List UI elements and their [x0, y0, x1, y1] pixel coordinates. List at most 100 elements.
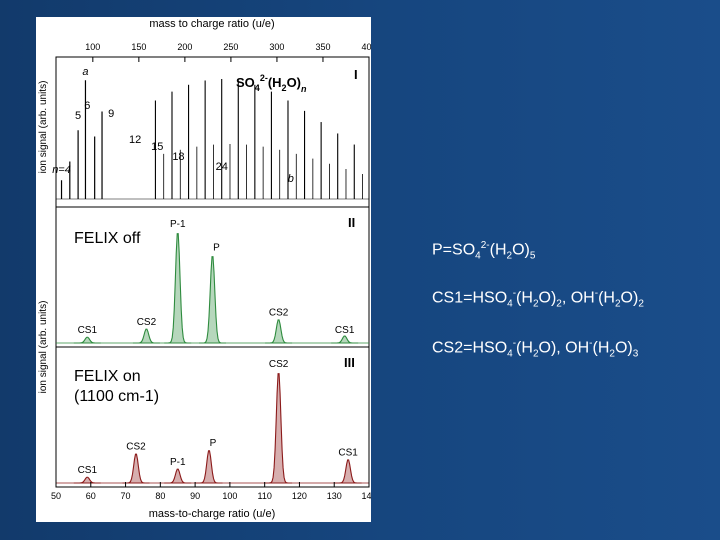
panel-ii-peak-label: CS2	[269, 307, 289, 318]
formula-cs2-a: CS2=HSO	[432, 339, 508, 357]
panel-iii-peak-label: P-1	[170, 457, 186, 468]
felix-off-label: FELIX off	[74, 230, 141, 247]
panel-ii-peak	[265, 319, 293, 344]
formula-cs2-j: O)	[614, 339, 633, 357]
panel-iii-tick-label: 50	[51, 491, 61, 501]
panel-iii-peak-label: CS1	[78, 465, 98, 476]
formula-cs1-k: 2	[614, 298, 621, 310]
formula-cs1-g: 2	[556, 298, 562, 310]
formula-cs1-m: 2	[638, 298, 644, 310]
panel-ii-peak-label: CS2	[137, 317, 157, 328]
formula-cs2-h: (H	[592, 339, 610, 357]
panel-iii-peak	[73, 476, 101, 484]
figure-panel: 100150200250300350400 mass to charge rat…	[36, 17, 371, 522]
panel-iii-xlabel: mass-to-charge ratio (u/e)	[149, 508, 276, 520]
formula-p-d: (H	[489, 241, 507, 259]
panel-i-peaks	[56, 79, 369, 200]
panel-iii-peak	[265, 373, 293, 484]
panel-iii-ylabel: ion signal (arb. units)	[38, 301, 49, 394]
felix-on-line1: FELIX on	[74, 368, 141, 385]
formula-cs2-b: 4	[507, 348, 513, 360]
panel-i-title: SO42-(H2O)n	[236, 73, 307, 94]
panel-i-xlabel: mass to charge ratio (u/e)	[149, 18, 274, 30]
panel-iii-tick-label: 130	[327, 491, 342, 501]
panel-iii-peak	[164, 468, 192, 484]
formula-cs1-b: 4	[507, 298, 513, 310]
formula-cs1-f: O)	[538, 289, 557, 307]
panel-ii-peak	[199, 256, 226, 344]
panel-iii-peaks: CS1 CS2 P-1 P CS2 CS1	[56, 359, 369, 484]
panel-ii-peak-label: P	[213, 243, 220, 254]
panel-i-annotation: 5	[75, 110, 81, 122]
formula-cs2-g: -	[589, 338, 593, 349]
title-sup1: 2-	[260, 73, 268, 83]
formula-cs1-h: , OH	[561, 289, 595, 307]
panel-iii-label: III	[344, 355, 355, 370]
panel-iii-tick-label: 120	[292, 491, 307, 501]
title-sub2: 2	[282, 83, 287, 93]
formula-p-b: 4	[475, 250, 481, 262]
panel-i-annotation: 18	[172, 151, 184, 163]
panel-ii-peak	[73, 336, 101, 344]
panel-iii-peak-label: CS1	[338, 447, 358, 458]
title-sub1: 4	[255, 83, 260, 93]
panel-ii-label: II	[348, 215, 355, 230]
panel-i-annotation: 9	[108, 108, 114, 120]
title-end: O)	[287, 75, 301, 90]
panel-iii-tick-label: 90	[190, 491, 200, 501]
panel-iii-tick-label: 60	[86, 491, 96, 501]
formula-cs2-k: 3	[632, 348, 639, 360]
panel-iii-tick-label: 80	[155, 491, 165, 501]
panel-i-annotation: 12	[129, 134, 141, 146]
felix-on-label: FELIX on (1100 cm-1)	[74, 367, 159, 407]
panel-iii-peak-label: CS2	[126, 442, 146, 453]
formula-cs2: CS2=HSO4-(H2O), OH-(H2O)3	[432, 338, 638, 360]
title-mid: (H	[268, 75, 282, 90]
panel-i-tick-label: 100	[85, 42, 100, 52]
panel-i-tick-label: 200	[177, 42, 192, 52]
panel-i-tick-label: 150	[131, 42, 146, 52]
panel-i-tick-label: 400	[361, 42, 371, 52]
formula-cs1: CS1=HSO4-(H2O)2, OH-(H2O)2	[432, 288, 644, 310]
formula-cs2-c: -	[512, 338, 517, 349]
formula-p-f: O)	[512, 241, 530, 259]
panel-iii-peak-label: P	[210, 438, 217, 449]
formula-cs2-e: 2	[532, 348, 539, 360]
panel-ii-peak-label: CS1	[335, 325, 355, 336]
formula-cs1-j: (H	[598, 289, 615, 307]
panel-i-annotation: a	[82, 66, 88, 78]
title-subn: n	[301, 84, 307, 94]
title-base: SO	[236, 75, 255, 90]
panel-i-ylabel: ion signal (arb. units)	[38, 81, 49, 174]
panel-iii-peak	[122, 453, 150, 484]
panel-i-tick-label: 300	[269, 42, 284, 52]
formula-p-a: P=SO	[432, 241, 476, 259]
panel-i-frame	[55, 56, 370, 208]
formula-cs2-f: O), OH	[538, 339, 590, 357]
formula-cs1-e: 2	[532, 298, 539, 310]
panel-i-annotation: 24	[216, 161, 228, 173]
figure-svg: 100150200250300350400 mass to charge rat…	[38, 18, 371, 520]
felix-on-line2: (1100 cm-1)	[74, 388, 160, 405]
panel-ii-peak-label: P-1	[170, 219, 186, 230]
formula-cs1-l: O)	[620, 289, 639, 307]
formula-cs2-i: 2	[609, 348, 615, 360]
formula-cs2-d: (H	[516, 339, 533, 357]
formula-cs1-a: CS1=HSO	[432, 289, 508, 307]
formula-p-g: 5	[529, 250, 536, 262]
panel-ii-peak	[164, 233, 192, 344]
panel-i-annotation: 6	[84, 100, 90, 112]
formula-p-c: 2-	[480, 240, 490, 251]
panel-iii-tick-label: 70	[121, 491, 131, 501]
panel-i-annotation: n=4	[52, 164, 71, 176]
panel-i-annotation: b	[288, 173, 294, 185]
panel-iii-tick-label: 140	[361, 491, 371, 501]
panel-ii-peaks: CS1 CS2 P-1 P CS2 CS1	[56, 219, 369, 344]
panel-i-top-ticks: 100 150 200 250 300 350 400	[85, 42, 371, 62]
panel-iii-peak-label: CS2	[269, 359, 289, 370]
panel-iii-bottom-ticks: 50 60 70 80 90 100 110 120 130 140	[51, 482, 371, 501]
formula-p-e: 2	[506, 250, 513, 262]
panel-ii-peak-label: CS1	[78, 325, 98, 336]
formula-cs1-c: -	[512, 288, 517, 299]
